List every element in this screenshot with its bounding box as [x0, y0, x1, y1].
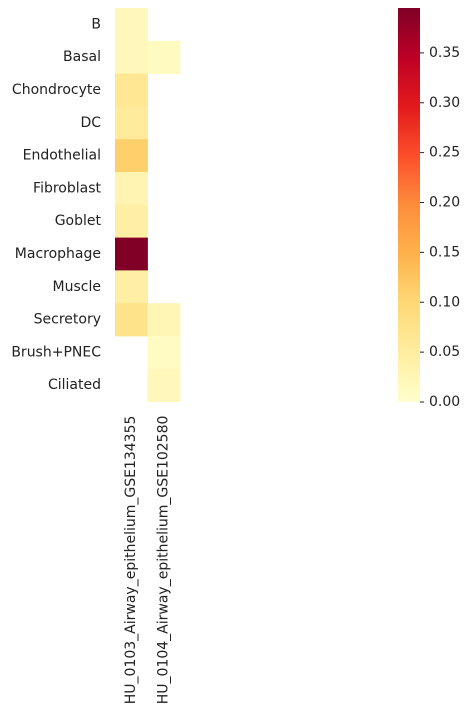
heatmap-cell	[115, 237, 148, 271]
heatmap-cell	[115, 73, 148, 107]
colorbar-ticks: 0.00 0.05 0.10 0.15 0.20 0.25 0.30 0.35	[420, 45, 460, 410]
heatmap-cell	[115, 270, 148, 304]
heatmap-cells	[115, 8, 181, 402]
colorbar-tick-label: 0.10	[429, 294, 460, 310]
colorbar-tick-label: 0.05	[429, 344, 460, 360]
row-labels: B Basal Chondrocyte DC Endothelial Fibroblast…	[11, 16, 101, 393]
colorbar-gradient	[398, 8, 420, 402]
colorbar-tick-label: 0.30	[429, 95, 460, 111]
row-label: B	[91, 16, 101, 32]
colorbar-tick-label: 0.25	[429, 145, 460, 161]
heatmap-cell	[115, 303, 148, 337]
heatmap-cell	[147, 368, 181, 402]
heatmap-cell	[115, 139, 148, 173]
row-label: Macrophage	[15, 246, 101, 262]
heatmap-cell	[115, 40, 148, 74]
row-label: Brush+PNEC	[11, 344, 101, 360]
row-label: Goblet	[55, 213, 102, 229]
heatmap-cell	[147, 336, 181, 370]
row-label: Secretory	[34, 312, 101, 328]
colorbar-tick-label: 0.35	[429, 45, 460, 61]
column-labels: HU_0103_Airway_epithelium_GSE134355 HU_01…	[123, 416, 172, 705]
row-label: Basal	[63, 49, 101, 65]
row-label: Fibroblast	[33, 180, 101, 196]
heatmap-cell	[115, 172, 148, 206]
heatmap-cell	[115, 8, 148, 42]
row-label: DC	[80, 115, 101, 131]
colorbar-tick-label: 0.15	[429, 244, 460, 260]
colorbar-tick-label: 0.00	[429, 394, 460, 410]
heatmap-cell	[115, 204, 148, 238]
heatmap-cell	[147, 303, 181, 337]
row-label: Chondrocyte	[12, 82, 101, 98]
colorbar: 0.00 0.05 0.10 0.15 0.20 0.25 0.30 0.35	[398, 8, 460, 410]
row-label: Ciliated	[48, 377, 101, 393]
row-label: Muscle	[53, 279, 101, 295]
column-label: HU_0103_Airway_epithelium_GSE134355	[123, 416, 139, 705]
colorbar-tick-label: 0.20	[429, 195, 460, 211]
heatmap-cell	[115, 106, 148, 140]
heatmap-cell	[147, 40, 181, 74]
column-label: HU_0104_Airway_epithelium_GSE102580	[156, 416, 172, 705]
row-label: Endothelial	[23, 148, 101, 164]
